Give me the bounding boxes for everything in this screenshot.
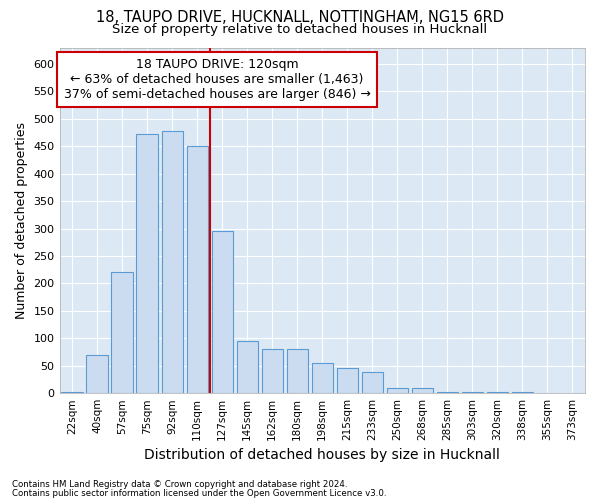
Bar: [487, 392, 508, 393]
Bar: [311, 363, 333, 393]
Bar: [61, 392, 83, 393]
Bar: [262, 350, 283, 393]
Bar: [112, 272, 133, 393]
Bar: [387, 388, 408, 393]
Bar: [187, 146, 208, 393]
Bar: [512, 392, 533, 393]
Bar: [337, 368, 358, 393]
Bar: [212, 232, 233, 393]
Bar: [437, 392, 458, 393]
Text: Contains public sector information licensed under the Open Government Licence v3: Contains public sector information licen…: [12, 488, 386, 498]
Bar: [537, 392, 558, 393]
Text: 18 TAUPO DRIVE: 120sqm
← 63% of detached houses are smaller (1,463)
37% of semi-: 18 TAUPO DRIVE: 120sqm ← 63% of detached…: [64, 58, 371, 101]
Bar: [362, 372, 383, 393]
X-axis label: Distribution of detached houses by size in Hucknall: Distribution of detached houses by size …: [145, 448, 500, 462]
Bar: [412, 388, 433, 393]
Bar: [136, 134, 158, 393]
Text: Contains HM Land Registry data © Crown copyright and database right 2024.: Contains HM Land Registry data © Crown c…: [12, 480, 347, 489]
Text: Size of property relative to detached houses in Hucknall: Size of property relative to detached ho…: [112, 22, 488, 36]
Bar: [462, 392, 483, 393]
Bar: [236, 341, 258, 393]
Bar: [161, 131, 183, 393]
Bar: [287, 350, 308, 393]
Text: 18, TAUPO DRIVE, HUCKNALL, NOTTINGHAM, NG15 6RD: 18, TAUPO DRIVE, HUCKNALL, NOTTINGHAM, N…: [96, 10, 504, 25]
Bar: [562, 392, 583, 393]
Bar: [86, 355, 108, 393]
Y-axis label: Number of detached properties: Number of detached properties: [15, 122, 28, 319]
